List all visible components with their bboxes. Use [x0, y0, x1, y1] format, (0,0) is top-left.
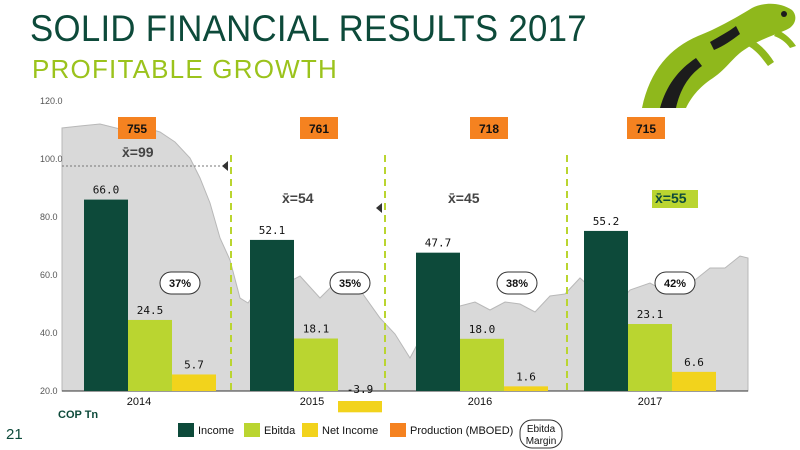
y-tick-label: 20.0	[40, 386, 58, 396]
average-marker-icon	[376, 203, 382, 213]
legend-label: Production (MBOED)	[410, 425, 513, 437]
bar-value-label: 6.6	[684, 356, 704, 369]
income-bar	[416, 252, 460, 391]
bar-value-label: 24.5	[137, 304, 164, 317]
income-bar	[250, 239, 294, 391]
unit-label: COP Tn	[58, 409, 98, 421]
slide-subtitle: PROFITABLE GROWTH	[32, 54, 338, 84]
bar-value-label: 1.6	[516, 370, 536, 383]
price-average-label: x̄=99	[122, 144, 154, 160]
production-box	[627, 117, 665, 139]
net-income-bar	[504, 386, 548, 391]
legend-swatch	[302, 423, 318, 437]
price-average-label: x̄=45	[448, 190, 480, 206]
x-category-label: 2016	[468, 396, 492, 408]
y-tick-label: 100.0	[40, 154, 63, 164]
net-income-bar	[172, 374, 216, 391]
average-marker-icon	[222, 161, 228, 171]
net-income-bar	[338, 401, 382, 413]
legend-label: Ebitda	[527, 424, 556, 435]
legend-label: Ebitda	[264, 425, 296, 437]
ebitda-margin-pill	[654, 271, 696, 295]
ebitda-margin-value: 38%	[506, 278, 528, 290]
bar-value-label: 5.7	[184, 358, 204, 371]
y-tick-label: 120.0	[40, 96, 63, 106]
bar-value-label: 52.1	[259, 224, 286, 237]
x-category-label: 2014	[127, 396, 151, 408]
bar-value-label: 47.7	[425, 237, 452, 250]
ebitda-margin-value: 35%	[339, 278, 361, 290]
ebitda-margin-value: 37%	[169, 278, 191, 290]
production-value: 715	[636, 122, 656, 136]
ebitda-bar	[460, 338, 504, 391]
ebitda-bar	[628, 324, 672, 391]
ebitda-margin-pill	[496, 271, 538, 295]
legend-swatch	[390, 423, 406, 437]
income-bar	[584, 230, 628, 391]
ebitda-margin-pill	[159, 271, 201, 295]
legend-label: Margin	[526, 436, 557, 447]
slide-title: SOLID FINANCIAL RESULTS 2017	[30, 8, 587, 49]
price-average-label: x̄=55	[655, 190, 687, 206]
iguana-logo	[642, 3, 796, 109]
income-bar	[84, 199, 128, 391]
ebitda-bar	[294, 338, 338, 391]
oil-price-area	[61, 123, 749, 392]
ebitda-bar	[128, 319, 172, 391]
legend-swatch	[178, 423, 194, 437]
production-box	[470, 117, 508, 139]
production-value: 755	[127, 122, 147, 136]
ebitda-margin-pill	[329, 271, 371, 295]
bar-value-label: 18.0	[469, 323, 496, 336]
x-category-label: 2017	[638, 396, 662, 408]
production-value: 718	[479, 122, 499, 136]
bar-value-label: 55.2	[593, 215, 620, 228]
price-average-label: x̄=54	[282, 190, 314, 206]
y-tick-label: 60.0	[40, 270, 58, 280]
bar-value-label: -3.9	[347, 383, 374, 396]
bar-value-label: 23.1	[637, 308, 664, 321]
y-tick-label: 40.0	[40, 328, 58, 338]
production-box	[118, 117, 156, 139]
ebitda-margin-value: 42%	[664, 278, 686, 290]
legend-label: Income	[198, 425, 234, 437]
legend-margin-pill	[519, 419, 563, 449]
production-value: 761	[309, 122, 329, 136]
production-box	[300, 117, 338, 139]
legend-swatch	[244, 423, 260, 437]
bar-value-label: 66.0	[93, 184, 120, 197]
legend-label: Net Income	[322, 425, 378, 437]
bar-value-label: 18.1	[303, 323, 330, 336]
net-income-bar	[672, 371, 716, 391]
y-tick-label: 80.0	[40, 212, 58, 222]
average-highlight	[652, 190, 698, 208]
x-category-label: 2015	[300, 396, 324, 408]
page-number: 21	[6, 426, 23, 443]
